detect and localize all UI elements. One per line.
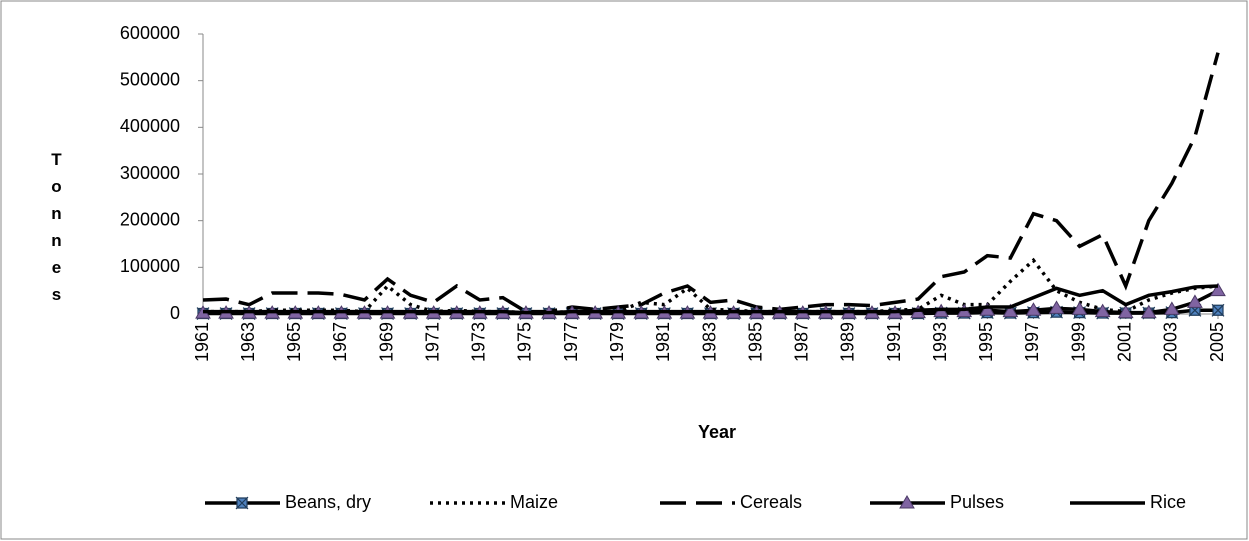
- x-tick-label: 1967: [330, 322, 350, 362]
- marker: [1071, 301, 1088, 315]
- marker: [1094, 303, 1111, 318]
- marker: [899, 495, 915, 509]
- x-axis-label: Year: [698, 422, 736, 442]
- y-tick-label: 100000: [120, 256, 180, 276]
- x-tick-label: 1995: [976, 322, 996, 362]
- x-tick-label: 1983: [699, 322, 719, 362]
- marker: [1210, 282, 1226, 297]
- marker: [1048, 300, 1065, 314]
- x-tick-label: 1991: [884, 322, 904, 362]
- legend-label: Beans, dry: [285, 492, 371, 512]
- x-tick-label: 1961: [192, 322, 212, 362]
- legend-label: Maize: [510, 492, 558, 512]
- legend-label: Pulses: [950, 492, 1004, 512]
- x-tick-label: 1977: [561, 322, 581, 362]
- x-tick-label: 1989: [838, 322, 858, 362]
- y-tick-label: 300000: [120, 163, 180, 183]
- y-tick-label: 600000: [120, 23, 180, 43]
- x-tick-label: 1975: [515, 322, 535, 362]
- marker: [979, 302, 996, 316]
- series-line: [203, 284, 1219, 315]
- y-axis-label: Tonnes: [47, 150, 66, 312]
- x-tick-label: 1965: [284, 322, 304, 362]
- x-tick-label: 2005: [1207, 322, 1227, 362]
- y-tick-label: 400000: [120, 116, 180, 136]
- y-tick-label: 0: [170, 303, 180, 323]
- series-line: [202, 52, 1220, 314]
- x-tick-label: 2003: [1161, 322, 1181, 362]
- marker: [235, 496, 249, 510]
- y-tick-label: 500000: [120, 69, 180, 89]
- marker: [1002, 303, 1019, 318]
- marker: [1117, 304, 1134, 319]
- x-tick-label: 1973: [469, 322, 489, 362]
- x-tick-label: 2001: [1114, 322, 1134, 362]
- x-tick-label: 1985: [745, 322, 765, 362]
- x-tick-label: 1997: [1022, 322, 1042, 362]
- legend-label: Cereals: [740, 492, 802, 512]
- marker: [1140, 304, 1157, 319]
- marker: [1211, 303, 1225, 317]
- legend-label: Rice: [1150, 492, 1186, 512]
- marker: [1163, 301, 1180, 315]
- x-tick-label: 1979: [607, 322, 627, 362]
- x-tick-label: 1999: [1068, 322, 1088, 362]
- x-tick-label: 1963: [238, 322, 258, 362]
- x-tick-label: 1981: [653, 322, 673, 362]
- x-tick-label: 1969: [376, 322, 396, 362]
- marker: [1187, 294, 1203, 308]
- x-tick-label: 1987: [792, 322, 812, 362]
- x-tick-label: 1993: [930, 322, 950, 362]
- series-line: [203, 257, 1219, 315]
- x-tick-label: 1971: [422, 322, 442, 362]
- y-tick-label: 200000: [120, 209, 180, 229]
- marker: [1025, 302, 1042, 316]
